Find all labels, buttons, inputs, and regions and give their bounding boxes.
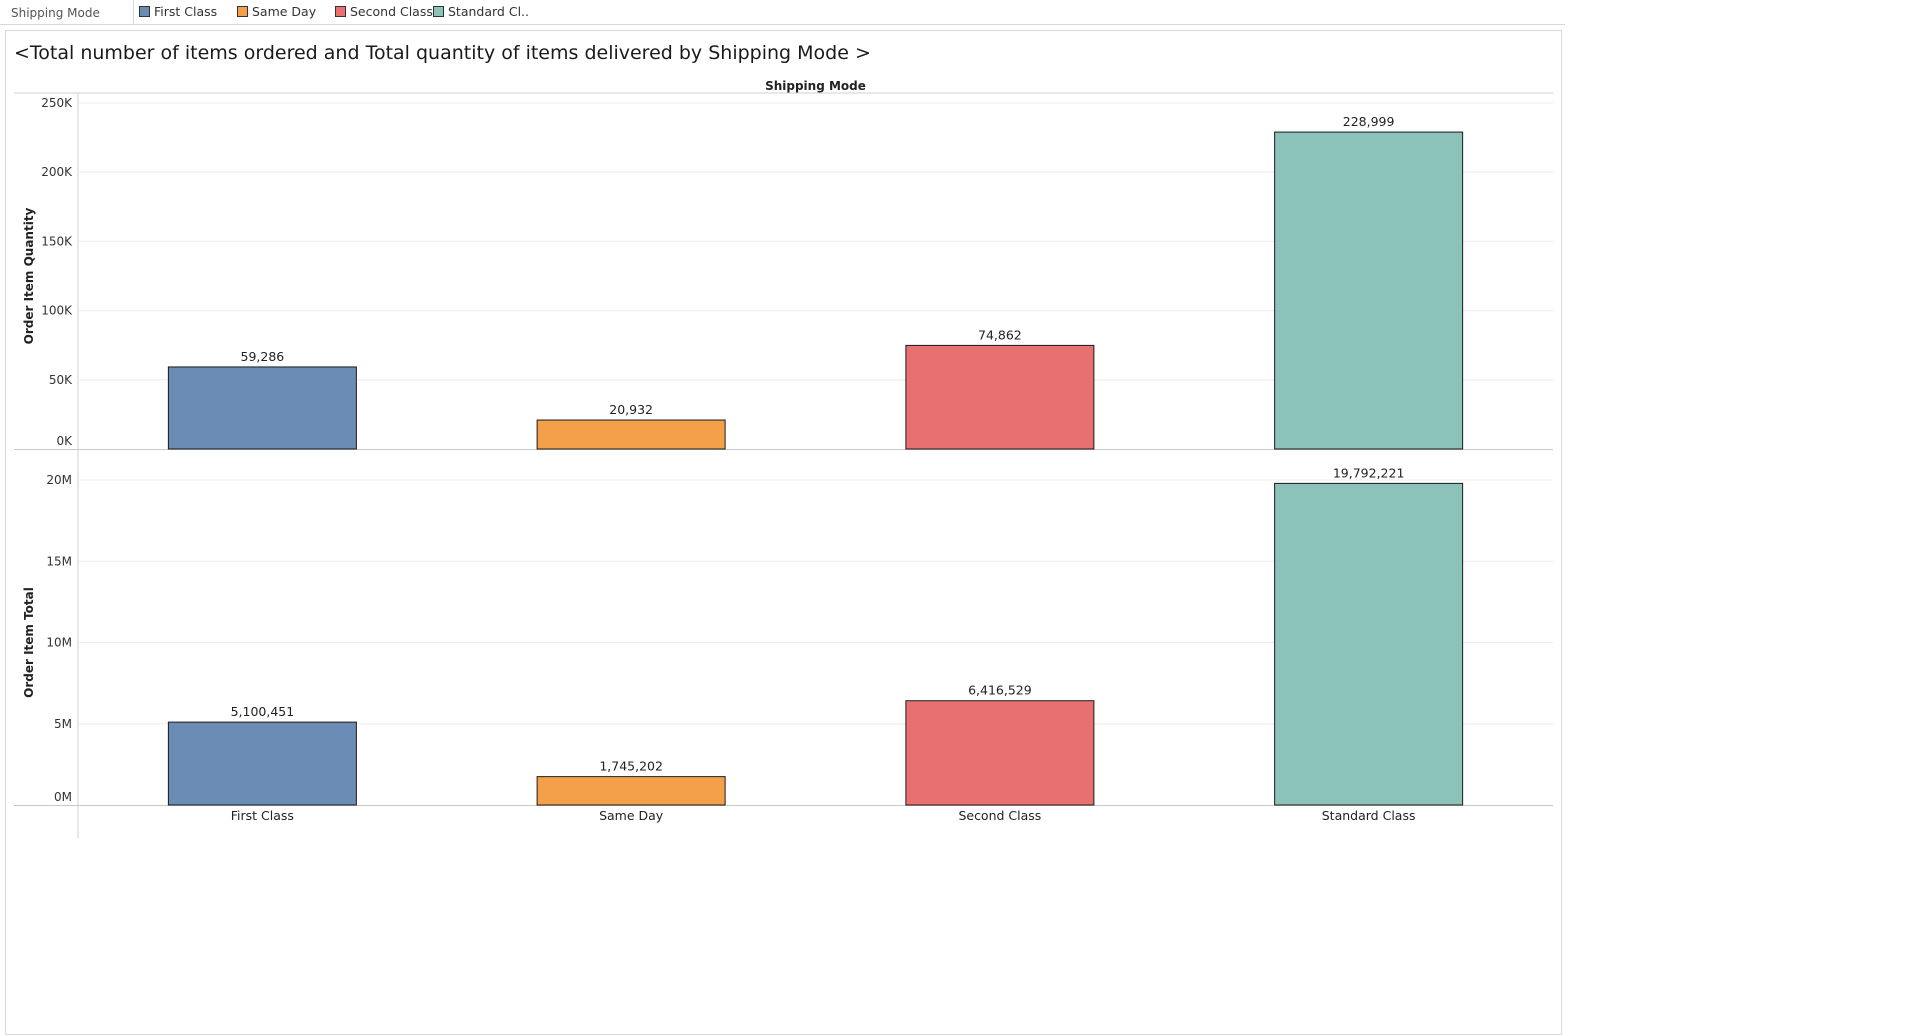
legend-item-standard-class[interactable]: Standard Cl.. (433, 3, 529, 19)
legend-item-label: Second Class (350, 3, 433, 19)
legend-item-label: Same Day (252, 3, 317, 19)
legend-item-same-day[interactable]: Same Day (237, 3, 316, 19)
legend-swatch (237, 5, 248, 17)
chart-title: <Total number of items ordered and Total… (14, 42, 871, 64)
legend-swatch (139, 5, 150, 17)
legend-item-second-class[interactable]: Second Class (335, 3, 433, 19)
legend-item-label: Standard Cl.. (448, 3, 529, 19)
legend-field-label: Shipping Mode (0, 0, 134, 25)
legend-swatch (335, 5, 346, 17)
chart-panel (5, 30, 1562, 1035)
legend-swatch (433, 5, 444, 17)
legend-item-first-class[interactable]: First Class (139, 3, 217, 19)
legend-item-label: First Class (154, 3, 218, 19)
legend-bar: Shipping Mode First Class Same Day Secon… (0, 0, 1565, 25)
